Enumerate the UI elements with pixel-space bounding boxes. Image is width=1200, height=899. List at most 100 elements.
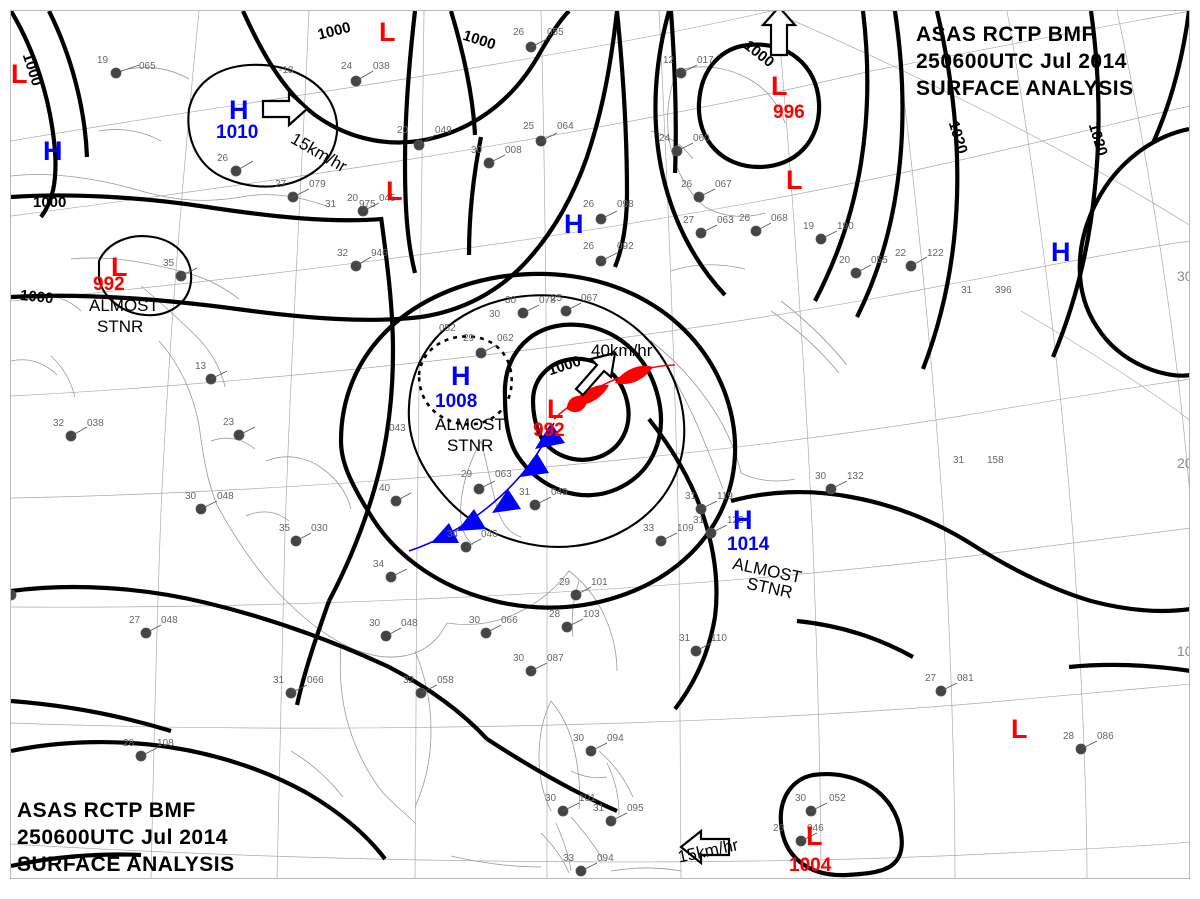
arrow-north-low996 [760, 11, 798, 57]
svg-text:27: 27 [683, 215, 695, 226]
low-south-pressure: 1004 [789, 855, 832, 876]
svg-text:046: 046 [807, 823, 824, 834]
footer-line3: SURFACE ANALYSIS [17, 853, 235, 876]
svg-text:31: 31 [685, 491, 697, 502]
grid-label-lat-20n: 20N [1177, 455, 1189, 471]
svg-text:-18: -18 [279, 65, 294, 76]
svg-text:30: 30 [185, 491, 197, 502]
high-nw-symbol: H [229, 95, 249, 125]
high-nw-pressure: 1010 [216, 122, 259, 143]
svg-text:26: 26 [773, 823, 785, 834]
svg-text:101: 101 [591, 577, 608, 588]
map-canvas: 19 065 26 24 038 20 049 20 045 30 008 25 064 2… [11, 11, 1189, 878]
marker-high-east: H [1051, 237, 1071, 267]
svg-text:32: 32 [53, 418, 65, 429]
high-central-motion-2: STNR [447, 436, 494, 455]
svg-text:24: 24 [341, 61, 353, 72]
svg-text:29: 29 [461, 469, 473, 480]
svg-text:048: 048 [217, 491, 234, 502]
svg-text:30: 30 [545, 793, 557, 804]
svg-text:066: 066 [307, 675, 324, 686]
svg-text:079: 079 [309, 179, 326, 190]
footer-line2: 250600UTC Jul 2014 [17, 826, 228, 849]
svg-text:122: 122 [927, 248, 944, 259]
high-se-symbol: H [733, 505, 753, 535]
grid-label-lon-110e: 110E [344, 877, 376, 878]
svg-text:158: 158 [987, 455, 1004, 466]
svg-text:048: 048 [401, 618, 418, 629]
svg-text:043: 043 [389, 423, 406, 434]
svg-text:33: 33 [563, 853, 575, 864]
svg-text:103: 103 [583, 609, 600, 620]
svg-text:094: 094 [607, 733, 624, 744]
svg-text:092: 092 [617, 241, 634, 252]
svg-text:26: 26 [513, 27, 525, 38]
svg-text:27: 27 [925, 673, 937, 684]
svg-text:20: 20 [347, 193, 359, 204]
svg-text:067: 067 [715, 179, 732, 190]
svg-text:31: 31 [679, 633, 691, 644]
svg-text:123: 123 [727, 515, 744, 526]
svg-text:055: 055 [871, 255, 888, 266]
svg-text:068: 068 [771, 213, 788, 224]
svg-text:27: 27 [275, 179, 287, 190]
svg-text:132: 132 [847, 471, 864, 482]
marker-low-se: L [1011, 714, 1028, 744]
high-central-symbol: H [451, 361, 471, 391]
marker-low-top1: L [379, 17, 396, 47]
svg-text:28: 28 [1063, 731, 1075, 742]
svg-text:30: 30 [469, 615, 481, 626]
high-central-motion-1: ALMOST [435, 415, 505, 434]
arrow-west-low1004 [679, 828, 731, 866]
svg-text:30: 30 [369, 618, 381, 629]
svg-text:049: 049 [551, 487, 568, 498]
svg-text:081: 081 [957, 673, 974, 684]
svg-text:058: 058 [437, 675, 454, 686]
grid-label-lon-130e: 130E [711, 877, 744, 878]
svg-text:30: 30 [513, 653, 525, 664]
grid-label-lon-140e: 140E [897, 877, 930, 878]
svg-text:063: 063 [717, 215, 734, 226]
isobar-label-1000-b: 1000 [33, 194, 67, 211]
svg-text:048: 048 [161, 615, 178, 626]
low-west-symbol: L [111, 252, 128, 282]
svg-text:22: 22 [895, 248, 907, 259]
svg-text:060: 060 [693, 133, 710, 144]
svg-text:086: 086 [1097, 731, 1114, 742]
svg-text:095: 095 [627, 803, 644, 814]
marker-low-top2: L [386, 176, 403, 206]
svg-text:30: 30 [471, 145, 483, 156]
svg-text:30: 30 [795, 793, 807, 804]
svg-text:35: 35 [279, 523, 291, 534]
coastlines [11, 66, 848, 874]
svg-text:19: 19 [803, 221, 815, 232]
motion-arrows [261, 11, 798, 866]
svg-text:046: 046 [481, 529, 498, 540]
svg-text:29: 29 [559, 577, 571, 588]
svg-text:26: 26 [739, 213, 751, 224]
svg-text:038: 038 [87, 418, 104, 429]
svg-text:119: 119 [717, 491, 733, 502]
svg-text:101: 101 [579, 793, 596, 804]
grid-label-lat-30n: 30N [1177, 268, 1189, 284]
svg-text:078: 078 [539, 295, 556, 306]
svg-text:049: 049 [435, 125, 452, 136]
svg-text:108: 108 [157, 738, 174, 749]
low-main-speed: 40km/hr [591, 341, 653, 360]
cold-front-barbs [431, 423, 565, 543]
fronts [408, 364, 676, 552]
svg-text:32: 32 [337, 248, 349, 259]
svg-text:110: 110 [711, 633, 727, 644]
arrow-ne-low992 [574, 351, 617, 397]
isobar-label-1000-c: 1000 [19, 287, 55, 308]
svg-text:24: 24 [659, 133, 671, 144]
svg-text:31: 31 [325, 199, 337, 210]
marker-high-mid: H [564, 209, 584, 239]
low-main-pressure: 992 [533, 420, 565, 441]
warm-front-bumps [566, 365, 653, 413]
svg-text:064: 064 [557, 121, 574, 132]
grid-label-lon-150e: 150E [1083, 877, 1116, 878]
arrow-east-high1010 [261, 90, 309, 128]
svg-text:065: 065 [139, 61, 156, 72]
low-north-pressure: 996 [773, 102, 805, 123]
